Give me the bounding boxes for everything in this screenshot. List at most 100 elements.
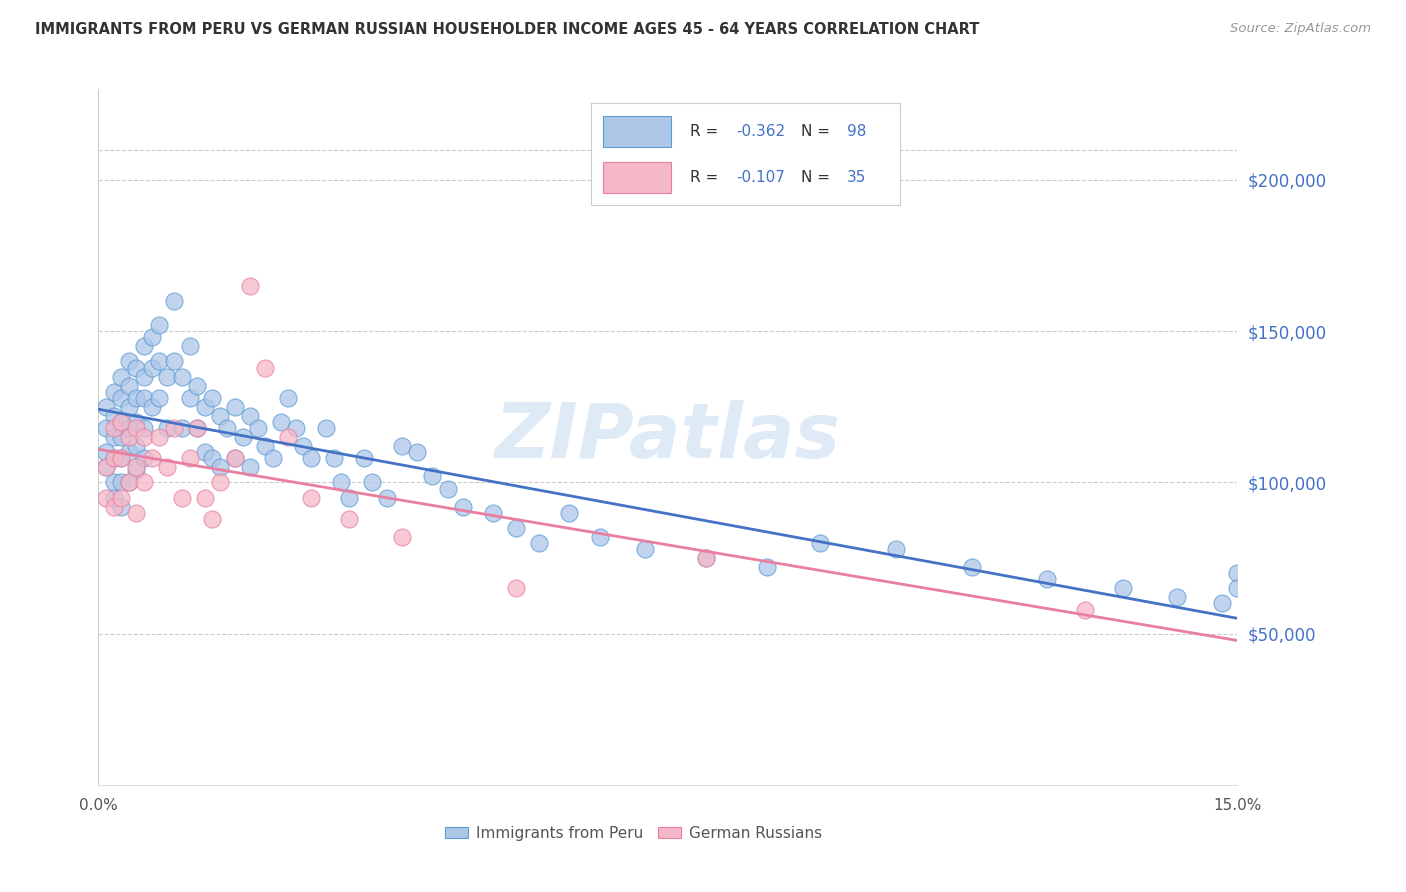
Point: [186, 378, 208, 392]
Point: [422, 469, 444, 483]
Point: [436, 482, 458, 496]
Point: [103, 384, 125, 399]
Point: [277, 391, 299, 405]
Point: [94, 421, 117, 435]
Point: [299, 491, 322, 505]
Point: [406, 445, 429, 459]
Point: [1211, 597, 1233, 611]
Text: -0.362: -0.362: [735, 124, 785, 139]
Point: [94, 460, 117, 475]
Point: [103, 451, 125, 466]
Point: [239, 460, 262, 475]
Text: -0.107: -0.107: [735, 170, 785, 185]
Point: [239, 409, 262, 423]
Point: [118, 354, 141, 368]
Point: [505, 521, 527, 535]
Point: [118, 421, 141, 435]
Point: [254, 439, 277, 453]
Point: [179, 339, 201, 353]
Point: [186, 421, 208, 435]
Point: [201, 391, 224, 405]
Point: [179, 391, 201, 405]
Point: [588, 530, 610, 544]
Text: Source: ZipAtlas.com: Source: ZipAtlas.com: [1230, 22, 1371, 36]
Text: 98: 98: [848, 124, 866, 139]
Point: [132, 369, 155, 384]
Point: [224, 400, 246, 414]
Point: [132, 475, 155, 490]
Point: [208, 475, 231, 490]
Point: [960, 560, 983, 574]
Text: 35: 35: [848, 170, 866, 185]
Point: [482, 506, 505, 520]
Point: [262, 451, 284, 466]
Text: N =: N =: [801, 170, 835, 185]
Point: [270, 415, 292, 429]
Text: N =: N =: [801, 124, 835, 139]
Point: [94, 445, 117, 459]
Point: [148, 430, 170, 444]
Point: [148, 354, 170, 368]
Point: [884, 541, 907, 556]
Point: [224, 451, 246, 466]
Point: [254, 360, 277, 375]
Point: [194, 400, 217, 414]
Point: [103, 409, 125, 423]
Point: [558, 506, 581, 520]
Text: R =: R =: [689, 170, 723, 185]
Point: [330, 475, 353, 490]
Point: [391, 439, 413, 453]
Bar: [603, 116, 671, 146]
Point: [110, 391, 132, 405]
Point: [125, 421, 148, 435]
Point: [224, 451, 246, 466]
Point: [186, 421, 208, 435]
Point: [132, 451, 155, 466]
Point: [103, 421, 125, 435]
Point: [132, 391, 155, 405]
Text: ZIPatlas: ZIPatlas: [495, 401, 841, 474]
Point: [194, 491, 217, 505]
Point: [170, 491, 193, 505]
Point: [156, 460, 179, 475]
Point: [170, 369, 193, 384]
Point: [505, 582, 527, 596]
Point: [132, 421, 155, 435]
Point: [125, 415, 148, 429]
Point: [163, 354, 186, 368]
Point: [284, 421, 307, 435]
Point: [277, 430, 299, 444]
Point: [118, 430, 141, 444]
Point: [110, 430, 132, 444]
Point: [194, 445, 217, 459]
Point: [118, 400, 141, 414]
Point: [148, 318, 170, 333]
Point: [125, 506, 148, 520]
Point: [110, 451, 132, 466]
Point: [110, 491, 132, 505]
Point: [141, 451, 163, 466]
Point: [125, 360, 148, 375]
Point: [322, 451, 344, 466]
Point: [94, 400, 117, 414]
Point: [118, 378, 141, 392]
Point: [110, 369, 132, 384]
Point: [141, 400, 163, 414]
Point: [118, 475, 141, 490]
Point: [110, 500, 132, 514]
Point: [170, 421, 193, 435]
Point: [103, 451, 125, 466]
Point: [179, 451, 201, 466]
Legend: Immigrants from Peru, German Russians: Immigrants from Peru, German Russians: [439, 820, 828, 847]
Point: [103, 491, 125, 505]
Point: [451, 500, 474, 514]
Point: [1166, 591, 1188, 605]
Point: [103, 500, 125, 514]
Point: [156, 421, 179, 435]
Point: [527, 536, 550, 550]
Point: [217, 421, 239, 435]
Point: [1112, 582, 1135, 596]
Point: [208, 409, 231, 423]
Point: [118, 475, 141, 490]
Point: [132, 339, 155, 353]
